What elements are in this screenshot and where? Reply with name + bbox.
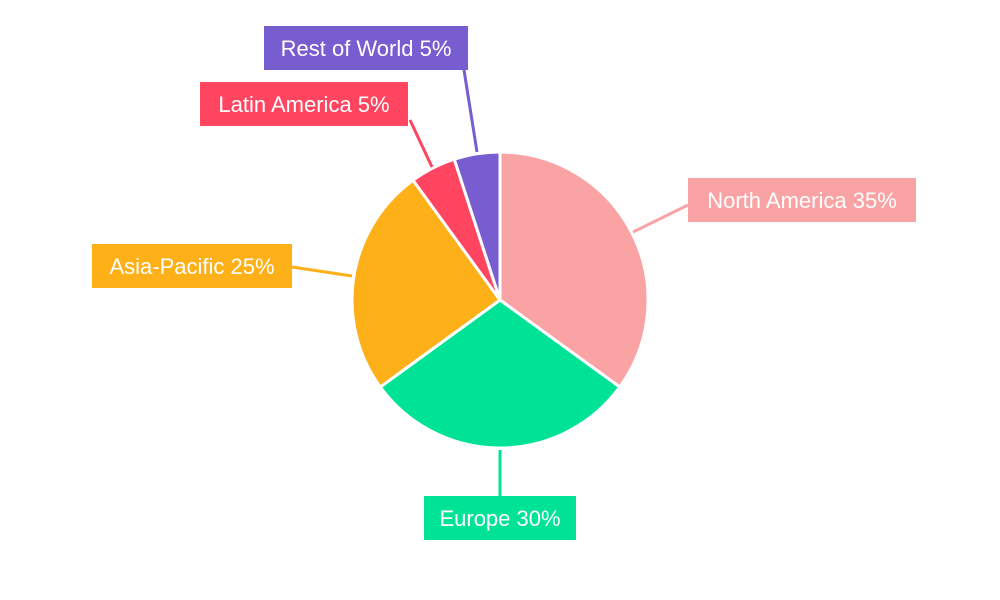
data-labels: North America 35% Europe 30% Asia-Pacific … [92,26,916,540]
data-label-europe: Europe 30% [439,506,560,531]
data-label-box-north-america [688,178,916,222]
data-label-rest-of-world: Rest of World 5% [281,36,452,61]
data-label-box-asia-pacific [92,244,292,288]
data-label-latin-america: Latin America 5% [218,92,389,117]
leader-line-rest-of-world [462,69,479,153]
data-label-north-america: North America 35% [707,188,897,213]
leader-line-asia-pacific [291,265,353,278]
pie-slice-asia-pacific[interactable] [350,178,502,389]
leader-line-north-america [632,203,689,234]
leader-line-latin-america [408,119,434,168]
data-label-box-latin-america [200,82,408,126]
data-label-box-rest-of-world [264,26,468,70]
data-label-box-europe [424,496,576,540]
pie-slice-north-america[interactable] [498,150,650,389]
pie-slice-rest-of-world[interactable] [452,150,502,302]
pie-slice-europe[interactable] [378,298,622,450]
data-label-asia-pacific: Asia-Pacific 25% [109,254,274,279]
